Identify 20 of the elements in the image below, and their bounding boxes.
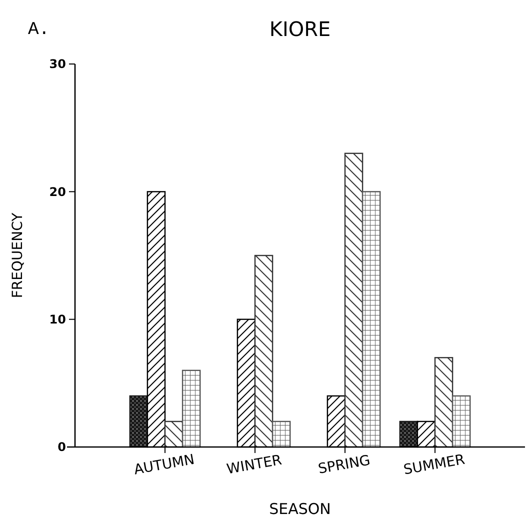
y-tick-label: 30: [49, 57, 66, 72]
bar: [129, 395, 148, 448]
bar: [182, 370, 201, 448]
y-tick-label: 0: [58, 440, 66, 454]
y-tick-label: 10: [49, 312, 66, 327]
bar: [344, 152, 364, 448]
bar: [272, 420, 291, 448]
x-tick-label: SPRING: [317, 452, 372, 478]
text: A.: [28, 20, 50, 40]
chart-title: KIORE: [269, 17, 331, 41]
bar: [254, 254, 274, 448]
y-tick-label: 20: [49, 184, 66, 199]
x-tick-label: AUTUMN: [132, 452, 196, 478]
x-tick-label: SUMMER: [402, 452, 466, 478]
y-axis-title: FREQUENCY: [10, 212, 26, 298]
x-axis-title: SEASON: [269, 500, 331, 518]
bar: [362, 191, 381, 448]
bar: [434, 357, 454, 448]
bar: [452, 395, 471, 448]
x-tick-label: WINTER: [226, 452, 284, 478]
